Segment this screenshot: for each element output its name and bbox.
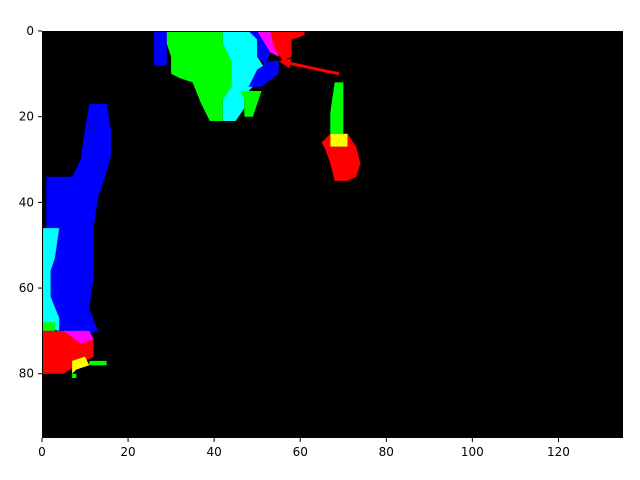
region-green-18: [72, 373, 77, 378]
region-green-3: [240, 91, 262, 117]
region-blue-0: [153, 31, 167, 66]
annotation-arrow-head-0: [278, 58, 292, 69]
region-red-7: [270, 31, 305, 61]
y-tick-label-40: 40: [19, 195, 34, 209]
x-tick-label-40: 40: [207, 445, 222, 459]
x-tick-label-80: 80: [379, 445, 394, 459]
x-axis: 0 20 40 60 80 100 120: [38, 438, 570, 459]
region-green-1: [166, 31, 232, 121]
y-axis: 0 20 40 60 80: [19, 24, 42, 381]
region-green-8: [330, 82, 344, 134]
image-regions: [42, 31, 361, 378]
y-tick-label-80: 80: [19, 367, 34, 381]
annotation-layer: [278, 58, 340, 76]
region-green-17: [89, 360, 107, 366]
y-tick-label-20: 20: [19, 110, 34, 124]
region-green-13: [42, 322, 55, 331]
region-yellow-16: [72, 356, 90, 374]
x-tick-label-20: 20: [120, 445, 135, 459]
region-blue-4: [248, 61, 279, 87]
plot-frame: [42, 31, 623, 438]
y-tick-label-0: 0: [26, 24, 34, 38]
x-tick-label-100: 100: [461, 445, 484, 459]
region-yellow-9: [330, 133, 348, 147]
x-tick-label-0: 0: [38, 445, 46, 459]
annotation-arrow-shaft-0: [290, 62, 340, 76]
x-tick-label-60: 60: [293, 445, 308, 459]
region-cyan-12: [42, 228, 60, 331]
plot-area: [42, 31, 623, 438]
region-blue-11: [46, 103, 111, 336]
region-cyan-2: [222, 31, 266, 121]
x-tick-label-120: 120: [547, 445, 570, 459]
y-tick-label-60: 60: [19, 281, 34, 295]
region-red-10: [321, 133, 361, 181]
